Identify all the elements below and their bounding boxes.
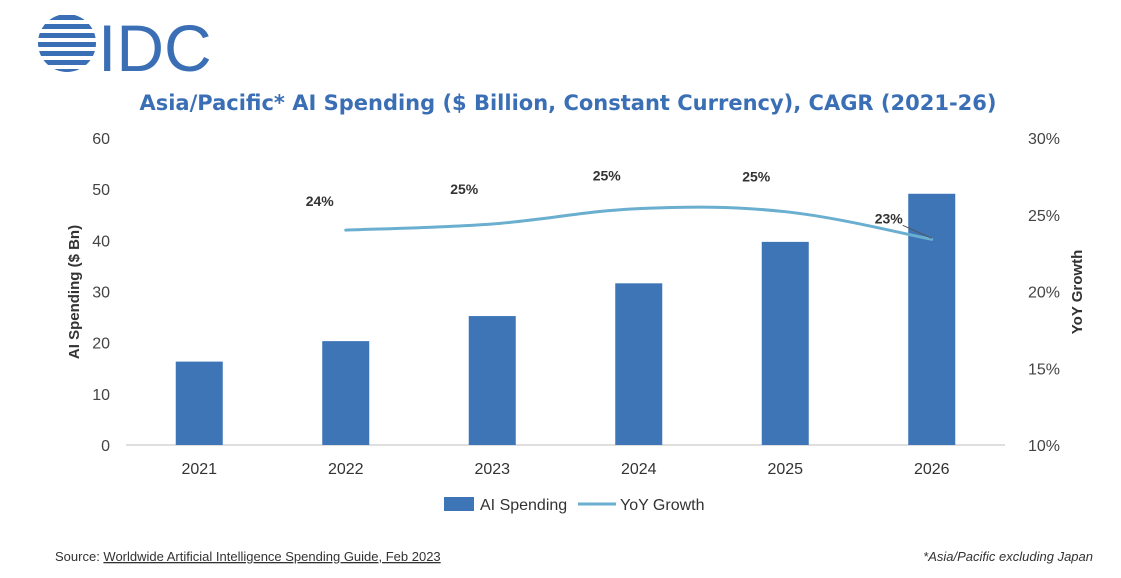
bar-series xyxy=(175,193,956,445)
right-axis: 10% 15% 20% 25% 30% xyxy=(1028,131,1060,455)
y2-tick-label: 20% xyxy=(1028,285,1060,302)
source-note: Source: Worldwide Artificial Intelligenc… xyxy=(55,549,441,564)
y-tick-label: 60 xyxy=(92,131,110,148)
bar xyxy=(175,361,223,445)
line-series xyxy=(344,205,934,241)
y2-tick-label: 25% xyxy=(1028,208,1060,225)
x-tick-label: 2023 xyxy=(474,461,510,478)
y2-tick-label: 30% xyxy=(1028,131,1060,148)
x-tick-label: 2021 xyxy=(181,461,217,478)
y2-tick-label: 15% xyxy=(1028,361,1060,378)
idc-globe-icon xyxy=(38,15,96,72)
line-data-label: 25% xyxy=(593,168,622,184)
line-data-label: 24% xyxy=(306,193,335,209)
x-tick-label: 2024 xyxy=(621,461,657,478)
bar xyxy=(322,341,370,445)
idc-logo-text: IDC xyxy=(98,11,212,85)
left-axis: 0 10 20 30 40 50 60 xyxy=(92,131,110,455)
yoy-growth-line xyxy=(344,205,934,241)
y2-axis-title: YoY Growth xyxy=(1069,250,1086,334)
legend: AI Spending YoY Growth xyxy=(444,497,705,514)
source-link[interactable]: Worldwide Artificial Intelligence Spendi… xyxy=(103,549,440,564)
bar xyxy=(761,241,809,445)
line-data-labels: 24% 25% 25% 25% 23% xyxy=(306,168,932,239)
y2-tick-label: 10% xyxy=(1028,438,1060,455)
y-tick-label: 30 xyxy=(92,285,110,302)
bar xyxy=(615,283,663,445)
y-axis-title: AI Spending ($ Bn) xyxy=(66,225,83,359)
chart-title: Asia/Pacific* AI Spending ($ Billion, Co… xyxy=(139,91,996,115)
category-labels: 2021 2022 2023 2024 2025 2026 xyxy=(181,461,949,478)
footnote: *Asia/Pacific excluding Japan xyxy=(923,549,1093,564)
legend-line-label: YoY Growth xyxy=(620,497,705,514)
y-tick-label: 10 xyxy=(92,387,110,404)
idc-logo: IDC xyxy=(38,11,212,85)
line-data-label: 23% xyxy=(875,210,904,226)
legend-bar-label: AI Spending xyxy=(480,497,567,514)
line-data-label: 25% xyxy=(742,169,771,185)
y-tick-label: 40 xyxy=(92,233,110,250)
source-prefix: Source: xyxy=(55,549,103,564)
x-tick-label: 2026 xyxy=(914,461,950,478)
x-tick-label: 2022 xyxy=(328,461,364,478)
line-data-label: 25% xyxy=(450,181,479,197)
legend-bar-swatch xyxy=(444,497,474,511)
y-tick-label: 0 xyxy=(101,438,110,455)
data-label-leader xyxy=(902,224,932,239)
x-tick-label: 2025 xyxy=(767,461,803,478)
y-tick-label: 20 xyxy=(92,336,110,353)
bar xyxy=(468,316,516,445)
y-tick-label: 50 xyxy=(92,182,110,199)
